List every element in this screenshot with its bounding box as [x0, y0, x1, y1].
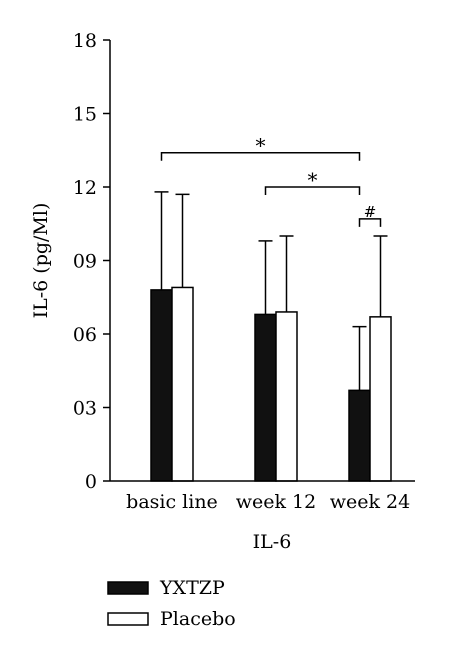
significance-label: # [364, 203, 377, 221]
significance-label: * [256, 134, 266, 158]
x-tick-label: week 24 [330, 491, 410, 513]
significance-bracket [160, 151, 361, 161]
bar [254, 313, 277, 482]
legend: YXTZP Placebo [107, 577, 236, 630]
x-axis: basic line week 12 week 24 [110, 480, 415, 513]
legend-swatch [107, 581, 149, 595]
significance-bracket [358, 218, 382, 227]
bar [171, 286, 194, 482]
y-tick-label: 18 [73, 30, 97, 52]
bars [150, 191, 392, 482]
y-tick-label: 0 [85, 471, 97, 493]
x-tick-label: week 12 [236, 491, 316, 513]
y-tick-label: 09 [73, 251, 97, 273]
x-axis-title: IL-6 [253, 531, 292, 553]
x-tick-label: basic line [126, 491, 218, 513]
significance-bracket [264, 186, 361, 195]
y-axis: 0 03 06 09 12 15 18 [73, 30, 111, 493]
y-axis-title: IL-6 (pg/Ml) [30, 203, 52, 319]
legend-label: Placebo [160, 608, 236, 630]
y-tick-label: 03 [73, 398, 97, 420]
y-tick-label: 15 [73, 104, 97, 126]
significance-annotations: * * # [160, 134, 382, 227]
significance-label: * [308, 168, 318, 192]
y-tick-label: 12 [73, 177, 97, 199]
legend-label: YXTZP [159, 577, 225, 599]
bar [150, 289, 173, 482]
y-tick-label: 06 [73, 324, 97, 346]
bar [369, 316, 392, 482]
bar [348, 389, 371, 482]
bar [275, 311, 298, 482]
legend-swatch [107, 612, 149, 626]
